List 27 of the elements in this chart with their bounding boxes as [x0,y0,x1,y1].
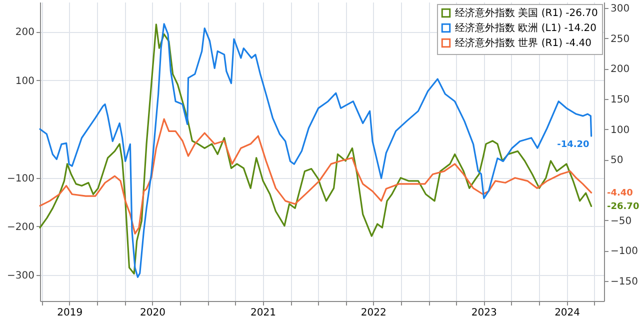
line-series [39,118,592,234]
legend-label: 经济意外指数 欧洲 (L1) -14.20 [455,22,597,34]
x-tick-label: 2019 [57,308,83,318]
y-tick-label: 200 [15,27,34,38]
y2-tick-label: 100 [610,124,630,136]
data-label: -14.20 [557,140,590,150]
y2-tick-label: −50 [610,216,632,227]
y2-tick-label: 300 [610,4,630,15]
y2-tick-label: 50 [610,155,624,166]
x-tick-label: 2024 [554,308,580,318]
y2-tick-label: 150 [610,94,630,106]
legend-label: 经济意外指数 美国 (R1) -26.70 [455,7,598,19]
x-tick-label: 2022 [360,308,386,318]
x-tick-label: 2021 [250,308,276,318]
y2-tick-label: −150 [610,276,638,288]
x-tick-label: 2023 [471,308,497,318]
y-tick-label: −100 [7,173,34,184]
data-label: -4.40 [607,188,633,199]
y2-tick-label: 250 [610,34,630,45]
data-label: -26.70 [607,202,640,212]
y-tick-label: −200 [7,222,34,233]
legend-label: 经济意外指数 世界 (R1) -4.40 [455,37,592,49]
x-tick-label: 2020 [140,308,166,318]
y2-tick-label: −100 [610,246,638,258]
y-tick-label: 100 [15,76,34,87]
y2-tick-label: 200 [610,64,630,76]
y-tick-label: −300 [7,270,34,282]
